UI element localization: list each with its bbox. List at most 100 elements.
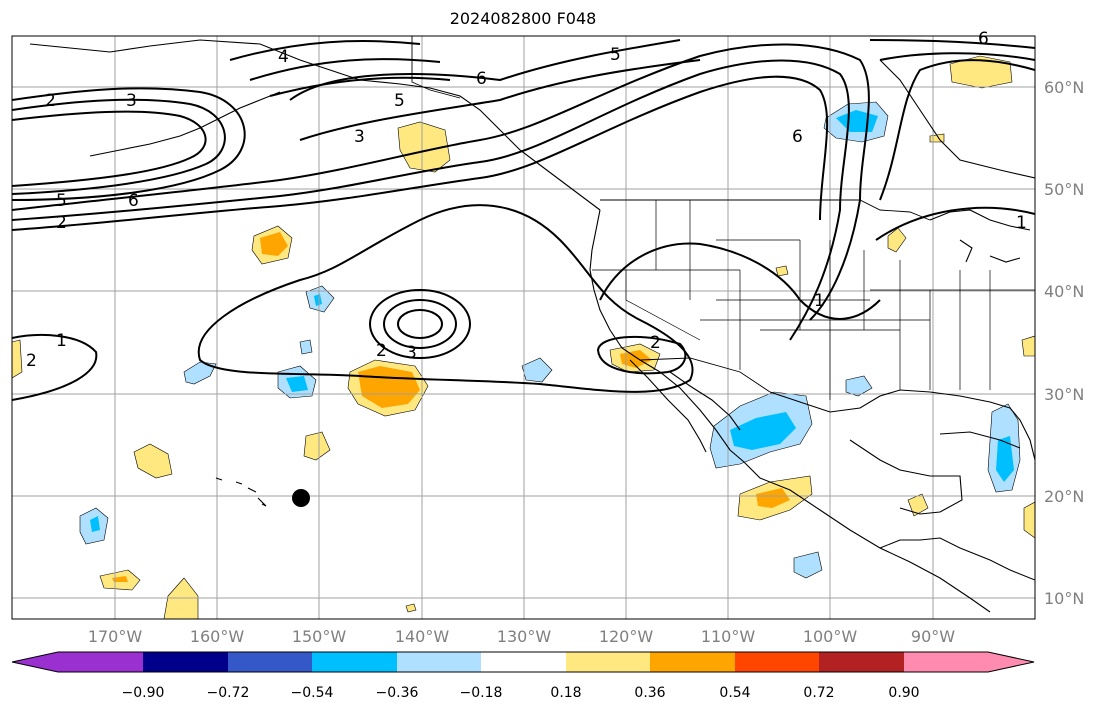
lon-label: 160°W (190, 627, 245, 646)
florida (1009, 407, 1035, 461)
longitude-labels: 170°W 160°W 150°W 140°W 130°W 120°W 110°… (88, 627, 955, 646)
lat-label: 40°N (1044, 282, 1084, 301)
colorbar-segments (58, 652, 988, 672)
lon-label: 120°W (599, 627, 654, 646)
contour-line (599, 242, 881, 320)
contour-label: 3 (126, 91, 137, 111)
pos-area (1023, 501, 1035, 539)
us-mexico-border (639, 357, 771, 393)
contour-line (197, 204, 694, 393)
contour-line (12, 59, 850, 341)
lat-label: 30°N (1044, 385, 1084, 404)
contour-label: 2 (45, 91, 56, 111)
lon-label: 110°W (701, 627, 756, 646)
neg-area (793, 551, 823, 579)
colorbar-tick: −0.72 (207, 685, 250, 701)
neg-area (996, 436, 1014, 482)
pos-area (303, 431, 331, 461)
colorbar-tick: 0.18 (550, 685, 581, 701)
pos-area (112, 576, 128, 582)
colorbar-segment (819, 652, 904, 672)
lon-label: 150°W (292, 627, 347, 646)
contour-lines (12, 39, 1035, 401)
contour-line (383, 299, 457, 349)
gulf-california (669, 371, 741, 431)
latitude-labels: 60°N 50°N 40°N 30°N 20°N 10°N (1044, 78, 1084, 608)
contour-line (299, 59, 701, 141)
pos-area (260, 232, 288, 256)
neg-area (183, 361, 217, 385)
contour-label: 4 (278, 47, 289, 67)
colorbar-segment (312, 652, 397, 672)
neg-area (286, 376, 308, 392)
colorbar-segment (566, 652, 650, 672)
hawaii-islands (215, 477, 267, 507)
cuba (939, 431, 1021, 449)
pos-area (887, 227, 907, 253)
contour-label: 5 (394, 91, 405, 111)
colorbar-segment (228, 652, 312, 672)
central-america (879, 537, 1035, 581)
contour-line (369, 289, 471, 359)
contour-label: 6 (476, 69, 487, 89)
neg-area (90, 516, 100, 532)
contour-line (12, 333, 98, 401)
lat-label: 20°N (1044, 487, 1084, 506)
colorbar-tick: 0.54 (719, 685, 750, 701)
contour-label: 1 (814, 291, 825, 311)
pos-area (1021, 335, 1035, 357)
contour-line (229, 40, 451, 97)
colorbar-extend-low (12, 652, 58, 672)
pos-area (397, 121, 451, 173)
colorbar-tick: 0.72 (803, 685, 834, 701)
contour-label: 6 (128, 191, 139, 211)
colorbar-segment (481, 652, 566, 672)
colorbar-outline (11, 651, 1035, 673)
contour-label: 3 (406, 343, 417, 363)
colorbar-tick: 0.90 (888, 685, 919, 701)
state-lines (592, 200, 1035, 400)
pos-area (907, 493, 929, 517)
contour-line (12, 110, 207, 187)
pos-area (12, 339, 23, 379)
contour-line (12, 75, 829, 231)
contour-line (875, 206, 1035, 241)
pos-area (133, 443, 173, 479)
contour-label: 2 (650, 333, 661, 353)
plot-frame (11, 35, 1036, 620)
lon-label: 130°W (497, 627, 552, 646)
lat-label: 50°N (1044, 180, 1084, 199)
gulf-coast (769, 389, 1011, 413)
alaska-coast (29, 39, 601, 211)
neg-area (314, 294, 322, 306)
lat-label: 10°N (1044, 589, 1084, 608)
pos-area (756, 488, 790, 508)
alaska-border (411, 36, 461, 99)
contour-line (12, 87, 246, 201)
contour-line (12, 43, 870, 321)
colorbar-segment (397, 652, 481, 672)
colorbar-tick: −0.18 (460, 685, 503, 701)
contour-label: 6 (792, 127, 803, 147)
colorbar-extend-high (988, 652, 1034, 672)
neg-area (845, 375, 873, 397)
contour-line (12, 98, 226, 195)
aleutian-chain (89, 91, 281, 157)
contour-line (397, 309, 443, 339)
west-coast (589, 209, 991, 613)
neg-area (299, 339, 313, 355)
colorbar-segment (650, 652, 735, 672)
contour-label: 1 (1016, 213, 1027, 233)
colorbar-tick-labels: −0.90 −0.72 −0.54 −0.36 −0.18 0.18 0.36 … (122, 685, 920, 701)
gridlines (12, 36, 1035, 619)
storm-center-marker (292, 489, 310, 507)
colorbar-tick: −0.36 (376, 685, 419, 701)
colorbar-tick: −0.54 (291, 685, 334, 701)
pos-area (949, 55, 1013, 89)
contour-label: 2 (26, 351, 37, 371)
pos-area (405, 603, 417, 613)
neg-area (521, 357, 553, 383)
lon-label: 170°W (88, 627, 143, 646)
contour-line (289, 39, 681, 101)
